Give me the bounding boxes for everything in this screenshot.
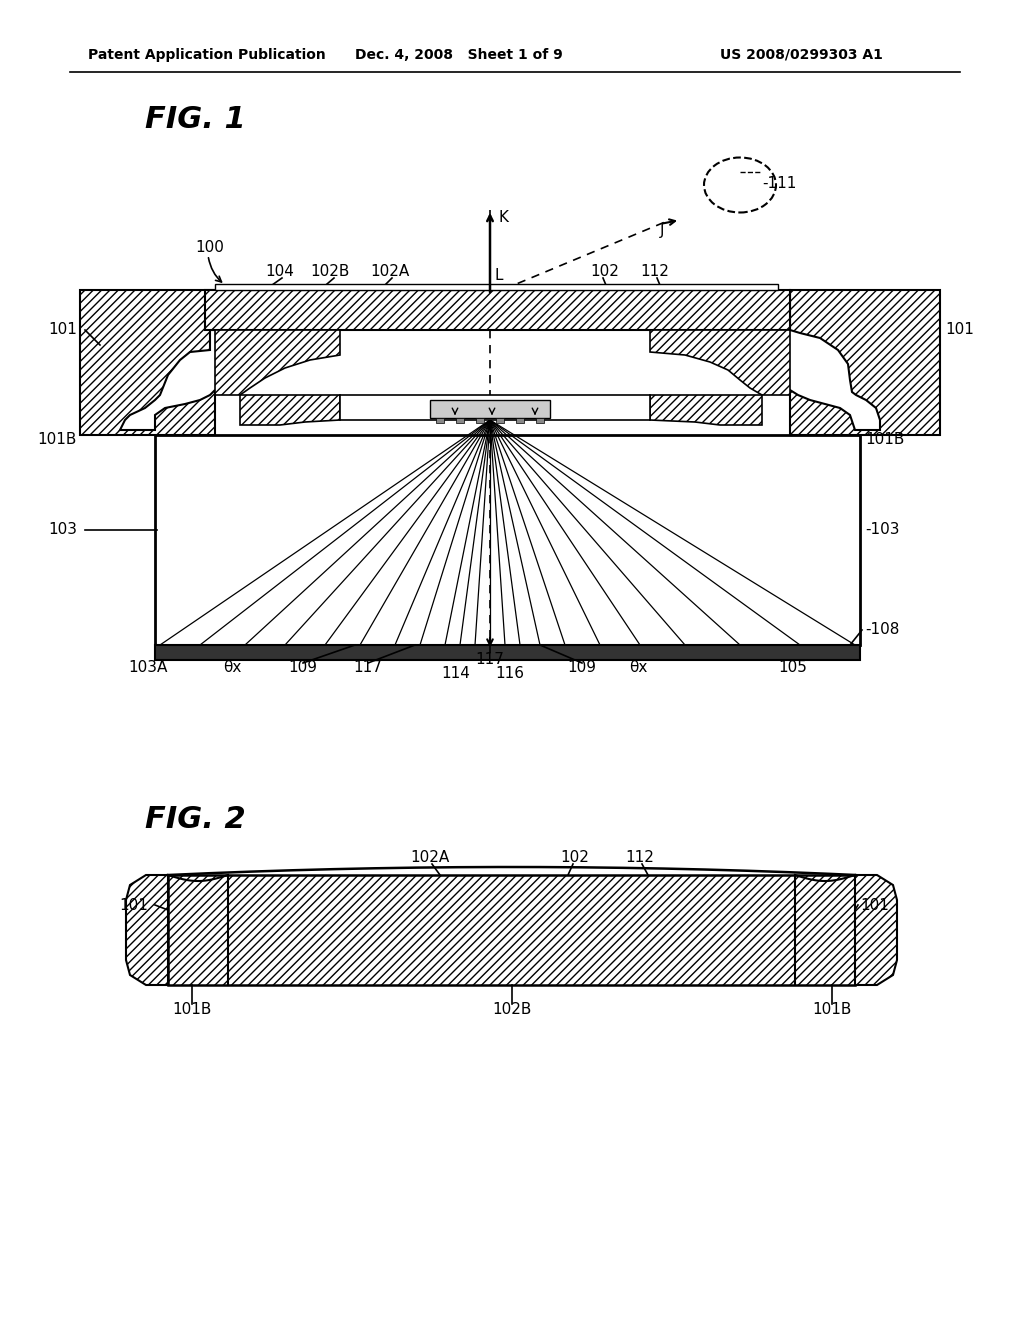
Text: 105: 105 — [778, 660, 807, 676]
Text: 102B: 102B — [493, 1002, 531, 1018]
Polygon shape — [516, 418, 524, 422]
Text: 101: 101 — [860, 898, 889, 912]
Polygon shape — [476, 418, 484, 422]
Text: 102A: 102A — [411, 850, 450, 866]
Polygon shape — [496, 418, 504, 422]
Text: 102B: 102B — [310, 264, 349, 280]
Text: 101: 101 — [119, 898, 148, 912]
Polygon shape — [215, 330, 340, 395]
Text: -111: -111 — [762, 176, 797, 190]
Polygon shape — [205, 290, 790, 330]
Polygon shape — [855, 875, 897, 985]
Text: 102: 102 — [591, 264, 620, 280]
Text: L: L — [495, 268, 504, 282]
Text: 102: 102 — [560, 850, 590, 866]
Text: 101: 101 — [48, 322, 77, 338]
Polygon shape — [155, 436, 860, 645]
Polygon shape — [240, 395, 340, 425]
Text: θx: θx — [223, 660, 242, 676]
Text: 103: 103 — [48, 523, 77, 537]
Text: 117: 117 — [475, 652, 505, 668]
Polygon shape — [168, 875, 855, 985]
Text: K: K — [498, 210, 508, 226]
Text: 109: 109 — [289, 660, 317, 676]
Text: FIG. 2: FIG. 2 — [145, 805, 246, 834]
Text: FIG. 1: FIG. 1 — [145, 106, 246, 135]
Polygon shape — [436, 418, 444, 422]
Text: 101B: 101B — [172, 1002, 212, 1018]
Text: 100: 100 — [195, 240, 224, 256]
Polygon shape — [155, 645, 860, 660]
Text: 103A: 103A — [128, 660, 168, 676]
Text: -103: -103 — [865, 523, 899, 537]
Text: 114: 114 — [441, 667, 470, 681]
Polygon shape — [215, 284, 778, 290]
Polygon shape — [650, 395, 762, 425]
Text: 112: 112 — [641, 264, 670, 280]
Text: J: J — [660, 223, 665, 238]
Text: 102A: 102A — [371, 264, 410, 280]
Text: 109: 109 — [567, 660, 597, 676]
Text: -108: -108 — [865, 623, 899, 638]
Polygon shape — [456, 418, 464, 422]
Text: 101: 101 — [945, 322, 974, 338]
Text: 101B: 101B — [38, 433, 77, 447]
Polygon shape — [650, 330, 790, 395]
Polygon shape — [126, 875, 168, 985]
Text: 101B: 101B — [865, 433, 904, 447]
Text: θx: θx — [629, 660, 647, 676]
Text: Dec. 4, 2008   Sheet 1 of 9: Dec. 4, 2008 Sheet 1 of 9 — [355, 48, 563, 62]
Text: 101B: 101B — [812, 1002, 852, 1018]
Text: 104: 104 — [265, 264, 295, 280]
Text: 117: 117 — [353, 660, 382, 676]
Polygon shape — [430, 400, 550, 418]
Polygon shape — [340, 395, 650, 420]
Polygon shape — [536, 418, 544, 422]
Text: 116: 116 — [496, 667, 524, 681]
Polygon shape — [80, 290, 215, 436]
Text: 112: 112 — [626, 850, 654, 866]
Text: US 2008/0299303 A1: US 2008/0299303 A1 — [720, 48, 883, 62]
Polygon shape — [790, 290, 940, 436]
Text: Patent Application Publication: Patent Application Publication — [88, 48, 326, 62]
